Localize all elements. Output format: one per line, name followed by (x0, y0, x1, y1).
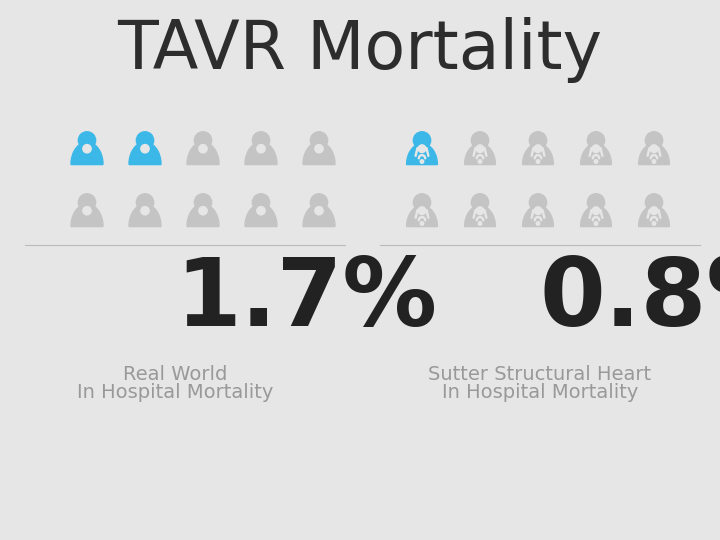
Polygon shape (187, 204, 219, 226)
Circle shape (315, 145, 323, 153)
Circle shape (83, 145, 91, 153)
Text: In Hospital Mortality: In Hospital Mortality (442, 382, 638, 402)
Circle shape (78, 132, 96, 149)
Circle shape (310, 132, 328, 149)
Polygon shape (71, 142, 103, 164)
Polygon shape (245, 204, 277, 226)
Polygon shape (464, 144, 495, 164)
Polygon shape (303, 142, 335, 164)
Circle shape (536, 222, 540, 225)
Circle shape (420, 222, 424, 225)
Polygon shape (129, 204, 161, 226)
Circle shape (652, 222, 656, 225)
Circle shape (136, 132, 153, 149)
Circle shape (592, 207, 600, 214)
Polygon shape (407, 206, 437, 226)
Circle shape (592, 145, 600, 153)
Circle shape (645, 132, 662, 149)
Circle shape (141, 145, 149, 153)
Circle shape (253, 194, 269, 211)
Circle shape (534, 207, 542, 214)
Polygon shape (639, 144, 670, 164)
Text: 1.7%: 1.7% (175, 254, 437, 346)
Polygon shape (523, 144, 554, 164)
Circle shape (536, 160, 540, 163)
Circle shape (199, 207, 207, 215)
Polygon shape (245, 142, 277, 164)
Circle shape (194, 132, 212, 149)
Circle shape (472, 194, 489, 211)
Circle shape (645, 194, 662, 211)
Circle shape (310, 194, 328, 211)
Circle shape (650, 207, 658, 214)
Circle shape (257, 145, 265, 153)
Circle shape (476, 145, 484, 153)
Circle shape (476, 207, 484, 214)
Circle shape (194, 194, 212, 211)
Circle shape (478, 222, 482, 225)
Circle shape (253, 132, 269, 149)
Polygon shape (71, 204, 103, 226)
Circle shape (315, 207, 323, 215)
Circle shape (594, 160, 598, 163)
Polygon shape (580, 206, 611, 226)
Polygon shape (303, 204, 335, 226)
Circle shape (136, 194, 153, 211)
Text: Real World: Real World (123, 366, 228, 384)
Circle shape (418, 145, 426, 153)
Circle shape (534, 145, 542, 153)
Circle shape (78, 194, 96, 211)
Circle shape (594, 222, 598, 225)
Circle shape (588, 194, 605, 211)
Circle shape (472, 132, 489, 149)
Polygon shape (580, 144, 611, 164)
Text: TAVR Mortality: TAVR Mortality (117, 17, 603, 83)
Polygon shape (407, 144, 437, 164)
Circle shape (413, 132, 431, 149)
Circle shape (529, 132, 546, 149)
Circle shape (588, 132, 605, 149)
Circle shape (83, 207, 91, 215)
Circle shape (141, 207, 149, 215)
Text: Sutter Structural Heart: Sutter Structural Heart (428, 366, 652, 384)
Polygon shape (639, 206, 670, 226)
Circle shape (478, 160, 482, 163)
Polygon shape (464, 206, 495, 226)
Circle shape (650, 145, 658, 153)
Polygon shape (187, 142, 219, 164)
Circle shape (529, 194, 546, 211)
Circle shape (418, 207, 426, 214)
Text: In Hospital Mortality: In Hospital Mortality (77, 382, 273, 402)
Circle shape (413, 194, 431, 211)
Circle shape (199, 145, 207, 153)
Circle shape (257, 207, 265, 215)
Circle shape (652, 160, 656, 163)
Circle shape (420, 160, 424, 163)
Polygon shape (129, 142, 161, 164)
Polygon shape (523, 206, 554, 226)
Text: 0.8%: 0.8% (540, 254, 720, 346)
